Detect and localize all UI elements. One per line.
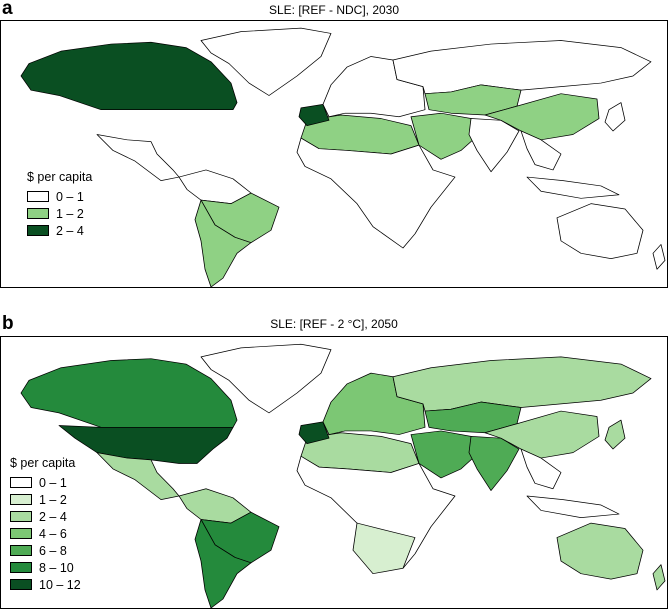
region-iberia xyxy=(298,421,330,444)
legend-item: 1 – 2 xyxy=(27,205,92,222)
region-greenland xyxy=(200,343,332,414)
region-new-zealand xyxy=(652,244,666,270)
region-middle-east xyxy=(410,112,480,160)
region-africa xyxy=(296,455,456,569)
region-north-america xyxy=(20,358,238,428)
legend-b: $ per capita 0 – 1 1 – 2 2 – 4 4 – 6 6 – 8 8 … xyxy=(10,456,81,593)
legend-item: 6 – 8 xyxy=(10,542,81,559)
region-greenland xyxy=(200,27,332,96)
region-india xyxy=(468,118,520,173)
region-indonesia xyxy=(526,176,620,199)
panel-b-letter: b xyxy=(2,313,14,334)
region-australia xyxy=(556,522,644,580)
region-usa xyxy=(58,425,234,464)
legend-item: 2 – 4 xyxy=(10,508,81,525)
legend-label: 8 – 10 xyxy=(39,560,74,575)
world-map-b xyxy=(20,343,666,608)
map-panel-a xyxy=(0,20,668,288)
legend-label: 1 – 2 xyxy=(56,206,84,221)
panel-b-title: SLE: [REF - 2 °C], 2050 xyxy=(270,317,398,331)
legend-swatch xyxy=(10,528,32,539)
region-australia xyxy=(556,203,644,259)
region-iberia xyxy=(298,103,330,126)
world-map-a xyxy=(20,27,666,287)
legend-swatch xyxy=(10,494,32,505)
region-russia xyxy=(392,40,652,95)
legend-item: 0 – 1 xyxy=(27,188,92,205)
legend-a: $ per capita 0 – 1 1 – 2 2 – 4 xyxy=(27,170,92,239)
region-middle-east xyxy=(410,430,480,479)
legend-swatch xyxy=(10,477,32,488)
region-southern-africa xyxy=(352,522,416,575)
region-central-america xyxy=(96,134,180,181)
map-panel-b xyxy=(0,336,668,609)
legend-item: 0 – 1 xyxy=(10,474,81,491)
legend-label: 2 – 4 xyxy=(39,509,67,524)
region-japan xyxy=(604,419,626,450)
legend-a-title: $ per capita xyxy=(27,170,93,184)
panel-a-title: SLE: [REF - NDC], 2030 xyxy=(268,3,400,17)
region-china xyxy=(484,93,600,141)
region-africa xyxy=(296,137,456,249)
region-central-america xyxy=(96,452,180,500)
region-southeast-asia xyxy=(520,448,562,490)
region-southern-cone xyxy=(194,519,252,608)
region-india xyxy=(468,436,520,491)
legend-swatch xyxy=(10,511,32,522)
legend-label: 10 – 12 xyxy=(39,577,81,592)
legend-swatch xyxy=(10,562,32,573)
legend-swatch xyxy=(10,579,32,590)
legend-item: 2 – 4 xyxy=(27,222,92,239)
legend-label: 0 – 1 xyxy=(39,475,67,490)
region-china xyxy=(484,410,600,459)
legend-item: 10 – 12 xyxy=(10,576,81,593)
region-new-zealand xyxy=(652,564,666,591)
legend-label: 6 – 8 xyxy=(39,543,67,558)
legend-item: 8 – 10 xyxy=(10,559,81,576)
legend-item: 1 – 2 xyxy=(10,491,81,508)
legend-swatch xyxy=(27,208,49,219)
legend-label: 2 – 4 xyxy=(56,223,84,238)
region-russia xyxy=(392,356,652,412)
legend-swatch xyxy=(27,191,49,202)
region-southern-cone xyxy=(194,199,252,287)
legend-label: 1 – 2 xyxy=(39,492,67,507)
legend-label: 0 – 1 xyxy=(56,189,84,204)
panel-a-letter: a xyxy=(2,0,13,19)
region-japan xyxy=(604,102,626,132)
legend-b-title: $ per capita xyxy=(10,456,76,470)
legend-label: 4 – 6 xyxy=(39,526,67,541)
legend-swatch xyxy=(27,225,49,236)
region-southeast-asia xyxy=(520,130,562,171)
legend-swatch xyxy=(10,545,32,556)
region-north-america xyxy=(20,41,238,111)
legend-item: 4 – 6 xyxy=(10,525,81,542)
region-indonesia xyxy=(526,495,620,519)
